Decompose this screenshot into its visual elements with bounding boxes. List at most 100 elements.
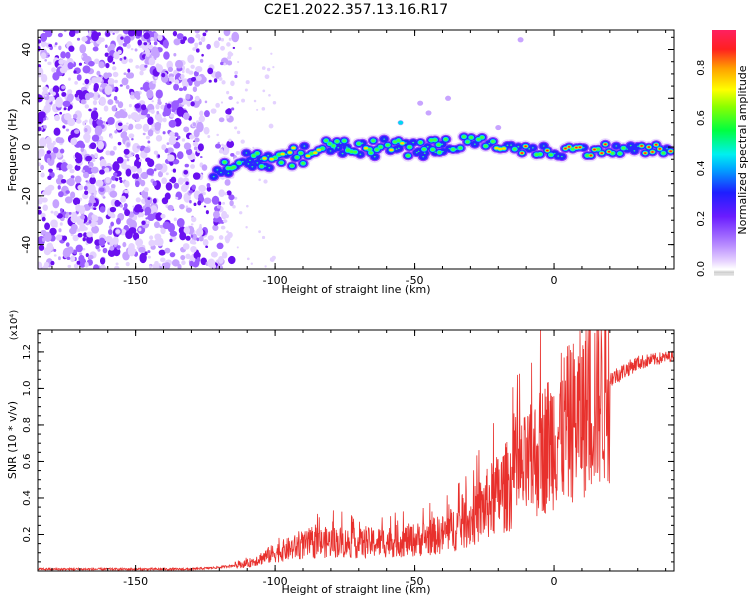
noise-speckle [49, 227, 57, 236]
noise-speckle [182, 112, 190, 120]
noise-speckle [196, 137, 200, 142]
track-blob [465, 140, 470, 144]
track-blob [359, 153, 361, 155]
track-blob [222, 160, 227, 164]
noise-speckle [91, 134, 100, 142]
noise-speckle [189, 134, 195, 140]
noise-speckle [234, 126, 237, 130]
noise-speckle [99, 169, 105, 175]
noise-speckle [183, 142, 192, 150]
noise-speckle [147, 116, 154, 125]
track-blob [617, 152, 622, 156]
noise-speckle [233, 196, 238, 200]
noise-speckle [94, 221, 98, 225]
noise-speckle [166, 147, 174, 154]
noise-speckle [216, 242, 224, 250]
noise-speckle [194, 42, 199, 47]
noise-speckle [178, 87, 184, 92]
noise-speckle [205, 245, 209, 249]
noise-speckle [143, 187, 149, 192]
noise-speckle [173, 182, 180, 189]
noise-speckle [155, 89, 163, 99]
noise-speckle [187, 54, 195, 64]
noise-speckle [261, 107, 266, 111]
track-blob [346, 148, 350, 152]
noise-speckle [45, 136, 52, 145]
noise-speckle [213, 40, 220, 49]
track-blob [442, 151, 444, 153]
track-blob [216, 169, 218, 171]
noise-speckle [94, 125, 103, 136]
track-blob [666, 148, 668, 150]
noise-speckle [198, 193, 204, 199]
noise-speckle [156, 110, 160, 115]
track-blob [256, 162, 258, 164]
noise-speckle [138, 246, 146, 253]
spectrogram-signal-track [206, 37, 674, 183]
track-blob [483, 144, 488, 148]
noise-speckle [213, 78, 218, 83]
noise-speckle [74, 152, 80, 159]
noise-speckle [189, 260, 194, 267]
noise-speckle [198, 115, 206, 123]
noise-speckle [183, 169, 189, 175]
track-blob [234, 165, 237, 167]
noise-speckle [234, 70, 239, 75]
noise-speckle [148, 239, 156, 247]
noise-speckle [45, 117, 49, 121]
noise-speckle [149, 235, 154, 240]
noise-speckle [211, 195, 220, 205]
noise-speckle [190, 223, 194, 226]
noise-speckle [123, 148, 130, 155]
noise-speckle [122, 124, 129, 132]
track-blob [443, 137, 448, 141]
noise-speckle [123, 72, 127, 76]
noise-speckle [52, 199, 60, 209]
noise-speckle [85, 155, 93, 162]
noise-speckle [96, 119, 104, 126]
noise-speckle [244, 88, 248, 92]
noise-speckle [84, 127, 88, 133]
noise-speckle [152, 180, 157, 187]
noise-speckle [168, 119, 177, 128]
track-blob [324, 139, 329, 143]
noise-speckle [119, 57, 123, 61]
noise-speckle [91, 158, 96, 162]
track-blob [626, 148, 628, 150]
noise-speckle [65, 242, 70, 247]
colorbar-tick-label: 0.4 [696, 160, 707, 176]
noise-speckle [83, 133, 91, 141]
track-blob [506, 144, 509, 146]
track-blob [249, 159, 251, 161]
track-blob [371, 139, 376, 143]
noise-speckle [61, 85, 66, 90]
noise-speckle [186, 100, 192, 107]
track-blob [557, 155, 559, 157]
noise-speckle [126, 142, 131, 148]
noise-speckle [38, 67, 44, 78]
noise-speckle [103, 105, 109, 112]
track-blob [480, 135, 484, 139]
noise-speckle [226, 140, 235, 149]
noise-speckle [111, 175, 117, 181]
noise-speckle [70, 216, 76, 222]
track-hot-core [305, 154, 311, 158]
noise-speckle [183, 126, 190, 133]
noise-speckle [114, 130, 118, 134]
noise-speckle [160, 227, 166, 235]
noise-speckle [228, 37, 232, 41]
noise-speckle [122, 241, 127, 248]
noise-speckle [153, 168, 157, 172]
noise-speckle [144, 48, 151, 55]
noise-speckle [236, 101, 239, 104]
noise-speckle [72, 249, 78, 255]
noise-speckle [77, 232, 83, 238]
noise-speckle [109, 246, 115, 251]
noise-speckle [65, 51, 71, 59]
noise-speckle [177, 97, 183, 104]
isolated-blob [417, 100, 424, 106]
noise-speckle [63, 30, 67, 33]
x-tick-label: -50 [406, 274, 424, 287]
